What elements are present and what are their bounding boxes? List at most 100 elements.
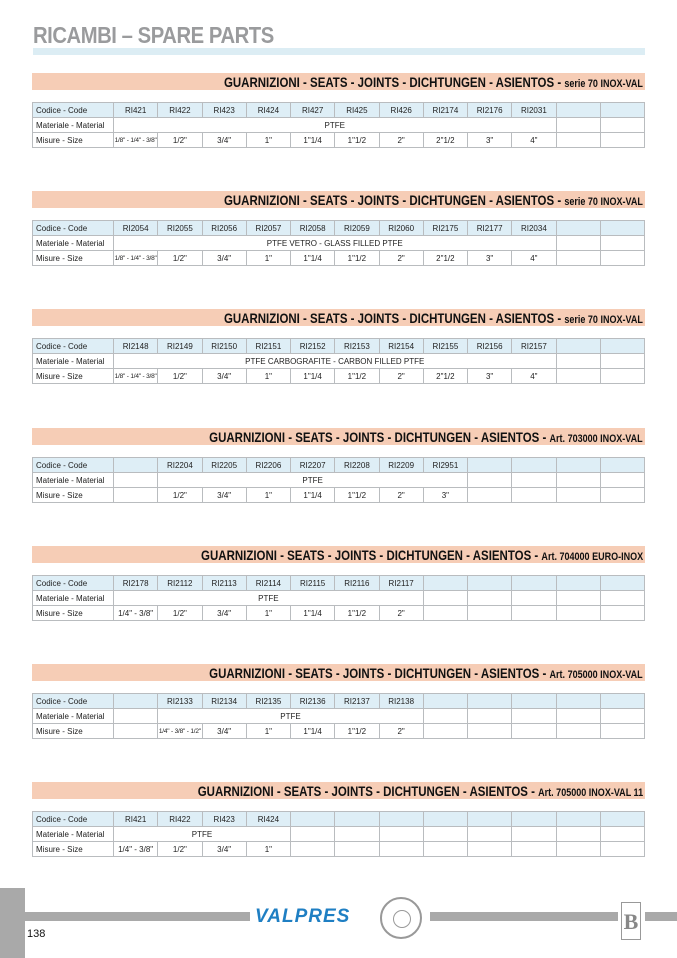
size-value: 1/2" [157, 368, 203, 384]
size-value: 2" [378, 368, 424, 384]
part-code: RI2204 [157, 457, 203, 473]
size-value [334, 841, 380, 857]
part-code [599, 338, 646, 354]
material-value: PTFE [113, 590, 424, 606]
footer-bar-right [430, 912, 618, 921]
size-value [555, 841, 601, 857]
size-value: 2"1/2 [422, 368, 469, 384]
section-title: GUARNIZIONI - SEATS - JOINTS - DICHTUNGE… [210, 665, 643, 683]
size-value: 1"1/4 [289, 723, 336, 739]
empty-cell [511, 472, 557, 488]
row-label-material: Materiale - Material [32, 708, 114, 724]
size-value: 1/8" - 1/4" - 3/8" [112, 250, 159, 266]
empty-cell [555, 235, 601, 251]
section-banner: GUARNIZIONI - SEATS - JOINTS - DICHTUNGE… [32, 73, 645, 90]
parts-table: Codice - Code RI2054 RI2055 RI2056 RI2057 RI2… [32, 220, 646, 266]
size-value [112, 487, 159, 503]
part-code [599, 457, 646, 473]
row-label-code: Codice - Code [32, 102, 114, 118]
size-value [289, 841, 336, 857]
parts-table: Codice - Code RI421 RI422 RI423 RI424 RI427 RI… [32, 102, 646, 148]
empty-cell [289, 826, 336, 842]
size-row: Misure - Size 1/8" - 1/4" - 3/8" 1/2" 3/4" 1… [32, 132, 646, 148]
part-code [511, 575, 557, 591]
section-series: Art. 705000 INOX-VAL 11 [538, 787, 643, 799]
part-code [422, 575, 469, 591]
part-code: RI2057 [245, 220, 292, 236]
part-code: RI2136 [289, 693, 336, 709]
size-value [378, 841, 424, 857]
part-code: RI2176 [466, 102, 513, 118]
parts-table: Codice - Code RI2204 RI2205 RI2206 RI2207 RI2… [32, 457, 646, 503]
material-row: Materiale - Material PTFE [32, 590, 646, 606]
part-code: RI2112 [157, 575, 203, 591]
parts-table: Codice - Code RI2148 RI2149 RI2150 RI2151 RI2… [32, 338, 646, 384]
size-value: 2" [378, 250, 424, 266]
part-code: RI2154 [378, 338, 424, 354]
row-label-size: Misure - Size [32, 723, 114, 739]
part-code [555, 338, 601, 354]
part-code [112, 457, 159, 473]
size-row: Misure - Size 1/4" - 3/8" - 1/2" 3/4" 1" 1"1… [32, 723, 646, 739]
empty-cell [334, 826, 380, 842]
material-value: PTFE [113, 826, 291, 842]
size-value: 2" [378, 723, 424, 739]
size-value [555, 368, 601, 384]
section-series: Art. 703000 INOX-VAL [549, 433, 643, 445]
empty-cell [511, 708, 557, 724]
code-row: Codice - Code RI2178 RI2112 RI2113 RI2114 RI2… [32, 575, 646, 591]
size-row: Misure - Size 1/4" - 3/8" 1/2" 3/4" 1" [32, 841, 646, 857]
size-value [599, 841, 646, 857]
size-value [112, 723, 159, 739]
code-row: Codice - Code RI421 RI422 RI423 RI424 [32, 811, 646, 827]
code-row: Codice - Code RI421 RI422 RI423 RI424 RI427 RI… [32, 102, 646, 118]
row-label-material: Materiale - Material [32, 472, 114, 488]
empty-cell [112, 472, 159, 488]
part-code: RI2058 [289, 220, 336, 236]
size-value: 3/4" [201, 605, 247, 621]
size-value: 1"1/4 [289, 250, 336, 266]
part-code: RI2056 [201, 220, 247, 236]
section-banner: GUARNIZIONI - SEATS - JOINTS - DICHTUNGE… [32, 782, 645, 799]
part-code: RI2178 [112, 575, 159, 591]
size-value [555, 132, 601, 148]
parts-section: GUARNIZIONI - SEATS - JOINTS - DICHTUNGE… [32, 782, 646, 857]
size-value: 3/4" [201, 132, 247, 148]
empty-cell [466, 472, 513, 488]
size-value [422, 841, 469, 857]
part-code [555, 811, 601, 827]
empty-cell [599, 235, 646, 251]
code-row: Codice - Code RI2054 RI2055 RI2056 RI2057 RI2… [32, 220, 646, 236]
section-title: GUARNIZIONI - SEATS - JOINTS - DICHTUNGE… [224, 192, 643, 210]
part-code: RI425 [334, 102, 380, 118]
size-value: 1"1/2 [334, 132, 380, 148]
parts-section: GUARNIZIONI - SEATS - JOINTS - DICHTUNGE… [32, 73, 646, 148]
material-value: PTFE VETRO - GLASS FILLED PTFE [113, 235, 557, 251]
empty-cell [599, 117, 646, 133]
part-code: RI2149 [157, 338, 203, 354]
size-value: 1" [245, 368, 292, 384]
part-code [599, 575, 646, 591]
size-value [599, 132, 646, 148]
material-row: Materiale - Material PTFE [32, 472, 646, 488]
size-value: 2"1/2 [422, 250, 469, 266]
part-code [466, 457, 513, 473]
size-value: 2" [378, 487, 424, 503]
size-value: 4" [511, 132, 557, 148]
section-banner: GUARNIZIONI - SEATS - JOINTS - DICHTUNGE… [32, 664, 645, 681]
part-code: RI2157 [511, 338, 557, 354]
section-title: GUARNIZIONI - SEATS - JOINTS - DICHTUNGE… [198, 783, 643, 801]
section-banner: GUARNIZIONI - SEATS - JOINTS - DICHTUNGE… [32, 546, 645, 563]
part-code: RI2138 [378, 693, 424, 709]
size-value [511, 723, 557, 739]
part-code [112, 693, 159, 709]
empty-cell [466, 590, 513, 606]
size-value: 4" [511, 250, 557, 266]
size-value: 1/4" - 3/8" - 1/2" [157, 723, 203, 739]
size-value [511, 841, 557, 857]
part-code: RI2152 [289, 338, 336, 354]
size-value: 3" [466, 250, 513, 266]
part-code [555, 220, 601, 236]
empty-cell [599, 826, 646, 842]
material-row: Materiale - Material PTFE [32, 708, 646, 724]
